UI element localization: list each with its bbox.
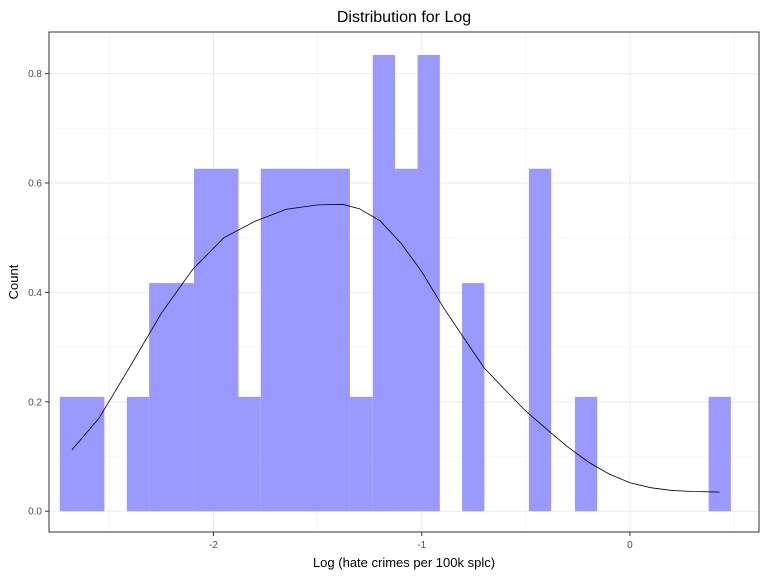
histogram-bar <box>238 396 261 512</box>
x-tick-label: 0 <box>627 540 633 551</box>
histogram-bar <box>574 396 598 512</box>
x-tick-label: -1 <box>417 540 426 551</box>
y-tick-label: 0.4 <box>28 288 42 299</box>
y-tick-label: 0.6 <box>28 178 42 189</box>
histogram-bar <box>395 168 418 512</box>
y-tick-label: 0.8 <box>28 69 42 80</box>
y-tick-label: 0.0 <box>28 507 42 518</box>
plot-panel <box>48 31 760 533</box>
panel-border <box>48 31 760 533</box>
histogram-bar <box>260 168 350 512</box>
histogram-bar <box>708 396 731 512</box>
histogram-bar <box>349 396 373 512</box>
chart-title: Distribution for Log <box>337 9 471 26</box>
density-curve <box>71 203 720 493</box>
histogram-bar <box>59 396 105 512</box>
x-axis-ticks: -2 -1 0 <box>209 532 633 551</box>
x-axis-title: Log (hate crimes per 100k splc) <box>313 555 495 570</box>
y-axis-ticks: 0.0 0.2 0.4 0.6 0.8 <box>28 69 49 518</box>
histogram-bars <box>59 54 731 512</box>
histogram-bar <box>193 168 239 512</box>
histogram-bar <box>126 396 150 512</box>
x-tick-label: -2 <box>209 540 218 551</box>
histogram-bar <box>528 168 552 512</box>
histogram-bar <box>372 54 396 512</box>
y-axis-title: Count <box>6 264 21 299</box>
histogram-bar <box>149 283 194 512</box>
y-tick-label: 0.2 <box>28 397 42 408</box>
histogram-bar <box>462 283 485 512</box>
